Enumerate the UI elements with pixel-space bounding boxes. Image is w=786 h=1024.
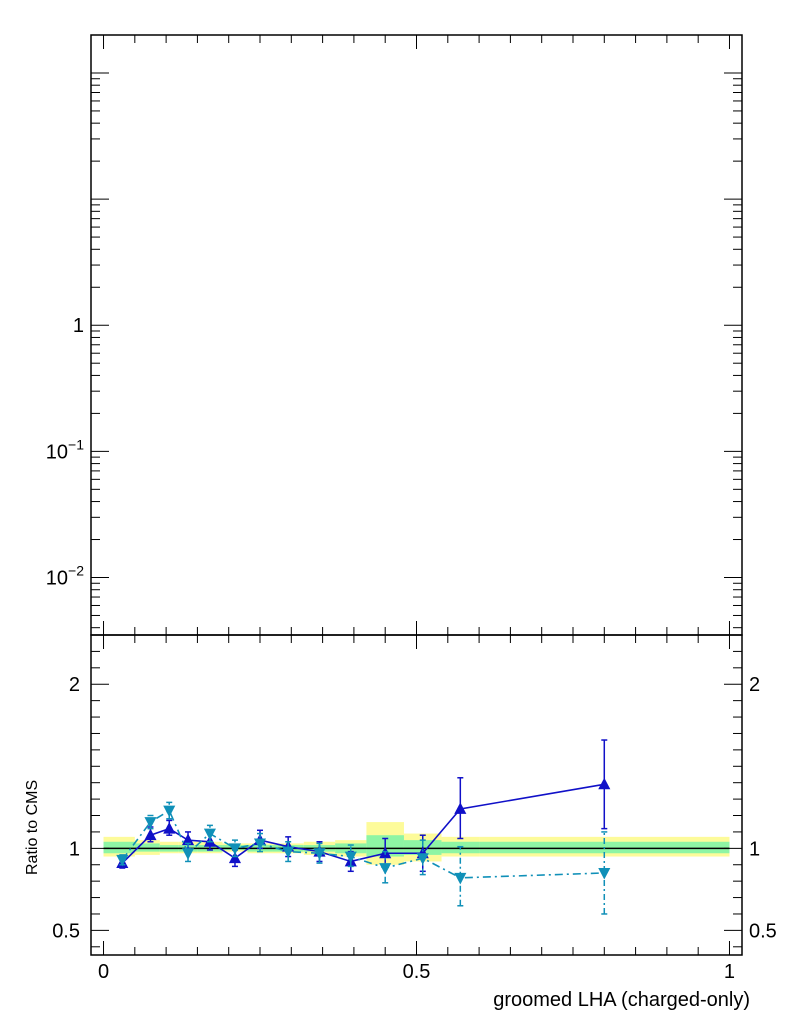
main-y-tick-label: 10−1 — [46, 436, 84, 463]
data-point-triangle-up — [228, 851, 242, 864]
data-point-triangle-down — [163, 805, 176, 818]
main-y-ticks — [91, 34, 742, 629]
ratio-series-2 — [116, 801, 611, 915]
ratio-y-tick-label: 0.5 — [52, 920, 80, 942]
data-point-triangle-down — [416, 853, 429, 865]
ratio-y-ticks — [91, 650, 742, 948]
data-point-triangle-down — [144, 817, 157, 829]
data-point-triangle-up — [181, 833, 195, 846]
x-tick-label: 0.5 — [403, 961, 431, 983]
x-ticks — [103, 35, 730, 955]
ratio-y-tick-label: 1 — [69, 838, 80, 860]
ratio-y-tick-label-right: 1 — [749, 838, 760, 860]
data-point-triangle-down — [282, 846, 295, 859]
data-point-triangle-down — [379, 863, 392, 875]
main-panel: 1 10−1 10−2 — [46, 34, 743, 636]
data-point-triangle-down — [598, 867, 611, 880]
data-point-triangle-down — [116, 854, 129, 867]
ratio-y-tick-labels: 2 2 1 1 0.5 0.5 — [52, 674, 777, 942]
main-y-tick-label: 10−2 — [46, 562, 84, 589]
data-point-triangle-down — [313, 848, 326, 860]
data-point-triangle-down — [228, 843, 242, 855]
x-tick-labels: 0 0.5 1 — [98, 961, 735, 983]
main-y-tick-labels: 1 10−1 10−2 — [46, 315, 84, 589]
stat-band — [103, 841, 135, 854]
ratio-panel: 2 21 10.5 0.5 0 0.5 1 Ratio to CMS groomed LH… — [24, 35, 777, 1011]
data-point-triangle-down — [181, 848, 195, 860]
uncertainty-bands — [103, 822, 730, 865]
stat-band — [134, 843, 160, 852]
ratio-y-tick-label: 2 — [69, 674, 80, 696]
x-tick-label: 0 — [98, 961, 109, 983]
ratio-y-tick-label-right: 0.5 — [749, 920, 777, 942]
data-point-triangle-down — [344, 851, 357, 864]
ratio-y-axis-title: Ratio to CMS — [24, 780, 41, 875]
data-point-triangle-up — [163, 822, 176, 834]
series-line — [121, 809, 605, 879]
data-point-triangle-up — [144, 828, 157, 841]
x-tick-label: 1 — [724, 961, 735, 983]
ratio-plot-frame — [90, 634, 743, 956]
ratio-y-tick-label-right: 2 — [749, 674, 760, 696]
data-point-triangle-down — [203, 828, 216, 841]
main-plot-frame — [90, 34, 743, 636]
data-point-triangle-up — [598, 777, 611, 790]
main-y-tick-label: 1 — [73, 315, 84, 337]
x-axis-title: groomed LHA (charged-only) — [493, 989, 750, 1011]
data-point-triangle-down — [253, 838, 267, 851]
data-point-triangle-up — [454, 802, 467, 814]
ratio-series-group — [116, 739, 611, 915]
data-point-triangle-down — [454, 872, 467, 885]
